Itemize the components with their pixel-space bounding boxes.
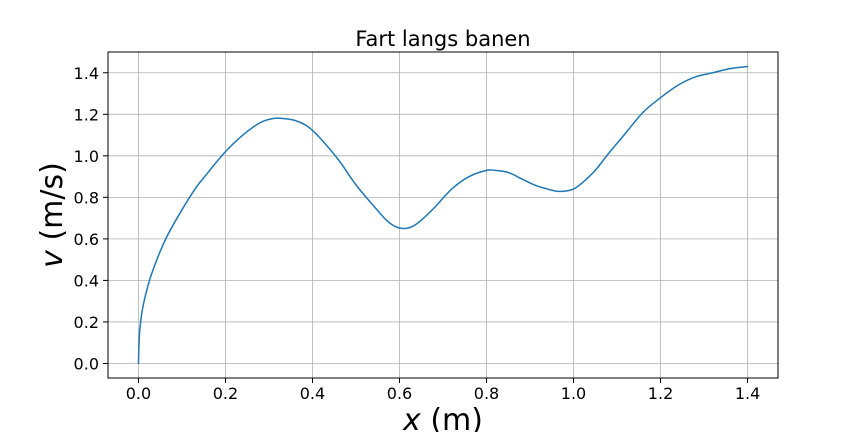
y-axis-label-variable: v	[35, 249, 70, 268]
y-tick-label: 1.2	[74, 105, 99, 124]
x-tick-label: 1.4	[735, 384, 760, 403]
y-tick-label: 1.4	[74, 64, 99, 83]
x-tick-label: 0.8	[474, 384, 499, 403]
x-tick-label: 1.2	[648, 384, 673, 403]
x-tick-label: 0.6	[387, 384, 412, 403]
x-tick-label: 0.2	[213, 384, 238, 403]
y-tick-label: 0.8	[74, 188, 99, 207]
y-tick-label: 0.0	[74, 354, 99, 373]
y-axis-label: v (m/s)	[35, 162, 70, 268]
y-tick-label: 0.6	[74, 230, 99, 249]
y-tick-label: 0.4	[74, 271, 99, 290]
y-tick-label: 0.2	[74, 313, 99, 332]
chart-title: Fart langs banen	[355, 27, 530, 51]
x-tick-label: 0.0	[126, 384, 151, 403]
x-tick-label: 1.0	[561, 384, 586, 403]
x-axis-label-variable: x	[402, 403, 421, 432]
y-axis-label-unit: (m/s)	[35, 162, 70, 250]
plot-area	[108, 52, 778, 378]
x-axis-label-unit: (m)	[421, 403, 483, 432]
x-tick-label: 0.4	[300, 384, 325, 403]
y-tick-label: 1.0	[74, 147, 99, 166]
x-axis-label: x (m)	[402, 403, 483, 432]
